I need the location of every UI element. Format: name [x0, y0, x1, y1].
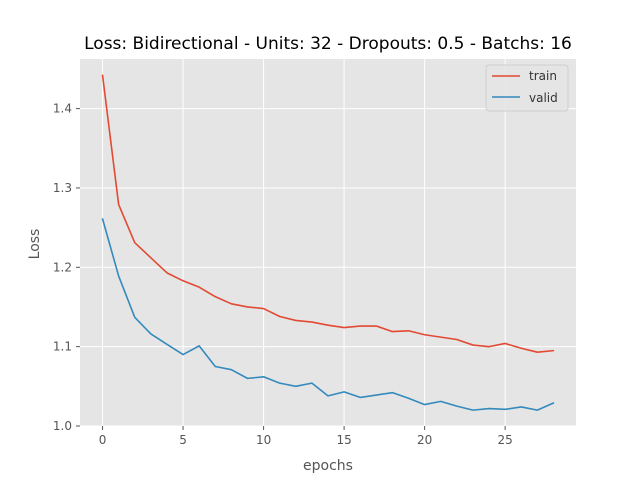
x-tick-label: 15: [336, 433, 351, 447]
legend-label-train: train: [529, 69, 557, 83]
y-tick-label: 1.2: [53, 260, 72, 274]
y-tick-label: 1.4: [53, 102, 72, 116]
y-tick-label: 1.1: [53, 340, 72, 354]
x-tick-label: 25: [498, 433, 513, 447]
series-line-valid: [101, 218, 555, 411]
plot-area: [80, 59, 576, 426]
y-axis-label: Loss: [27, 229, 43, 260]
tick-layer: 0 5 10 15 20 25 1.0 1.1 1.2 1.3 1.4: [53, 102, 513, 447]
y-tick-label: 1.3: [53, 181, 72, 195]
x-tick-label: 0: [99, 433, 107, 447]
series-line-train: [101, 74, 555, 354]
x-tick-label: 10: [256, 433, 271, 447]
x-tick-label: 20: [417, 433, 432, 447]
x-axis-label: epochs: [303, 458, 353, 474]
x-tick-label: 5: [179, 433, 187, 447]
legend-label-valid: valid: [529, 91, 558, 105]
y-tick-label: 1.0: [53, 419, 72, 433]
chart-title: Loss: Bidirectional - Units: 32 - Dropou…: [84, 34, 572, 54]
legend: train valid: [485, 64, 569, 112]
series-layer: [101, 74, 555, 411]
